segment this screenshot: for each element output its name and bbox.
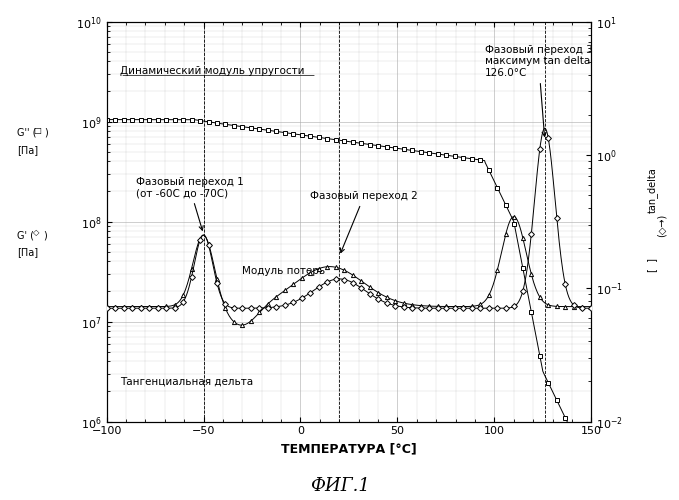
Text: ◇: ◇ [33, 228, 40, 237]
Text: ФИГ.1: ФИГ.1 [310, 477, 369, 495]
Text: tan_delta: tan_delta [646, 167, 657, 213]
Text: Фазовый переход 1
(от -60С до -70С): Фазовый переход 1 (от -60С до -70С) [136, 176, 243, 230]
X-axis label: ТЕМПЕРАТУРА [°C]: ТЕМПЕРАТУРА [°C] [281, 442, 417, 455]
Text: [  ]: [ ] [647, 258, 657, 272]
Text: ): ) [43, 230, 48, 240]
Text: G' (: G' ( [17, 230, 34, 240]
Text: Динамический модуль упругости: Динамический модуль упругости [120, 66, 305, 76]
Text: (◇→): (◇→) [657, 214, 667, 236]
Text: Фазовый переход 3
максимум tan delta
126.0°C: Фазовый переход 3 максимум tan delta 126… [485, 45, 593, 136]
Text: [Па]: [Па] [17, 248, 38, 258]
Text: G'' (: G'' ( [17, 128, 37, 138]
Text: Модуль потерь: Модуль потерь [242, 266, 325, 276]
Text: Фазовый переход 2: Фазовый переход 2 [310, 191, 418, 252]
Text: ): ) [44, 128, 48, 138]
Text: Тангенциальная дельта: Тангенциальная дельта [120, 377, 253, 387]
Text: □: □ [33, 126, 41, 134]
Text: [Па]: [Па] [17, 145, 38, 155]
